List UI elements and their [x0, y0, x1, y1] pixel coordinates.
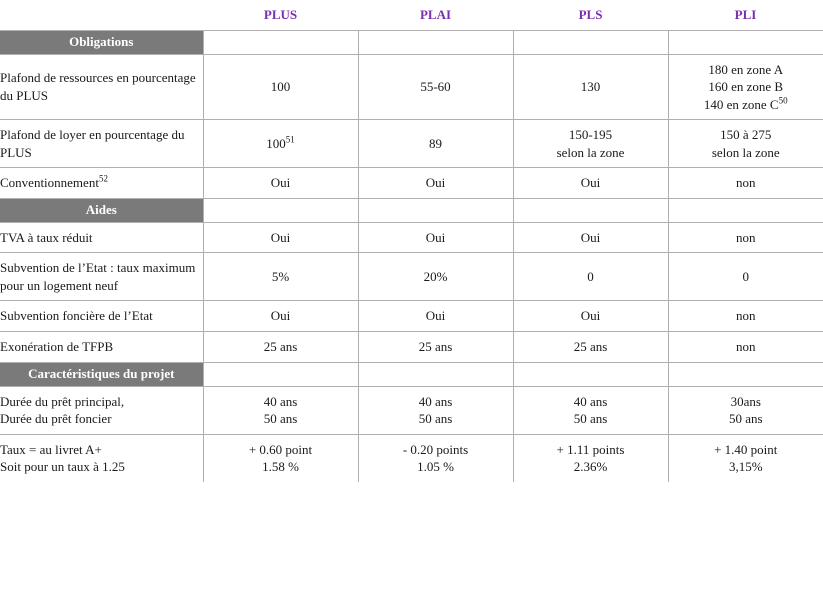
table-cell: 40 ans50 ans — [513, 386, 668, 434]
table-cell: 25 ans — [358, 331, 513, 362]
table-cell: 25 ans — [203, 331, 358, 362]
section-empty-cell — [203, 362, 358, 386]
table-cell: non — [668, 222, 823, 253]
table-cell: Oui — [203, 222, 358, 253]
section-empty-cell — [203, 198, 358, 222]
section-empty-cell — [358, 30, 513, 54]
footnote-ref: 50 — [779, 95, 788, 105]
col-header: PLI — [668, 0, 823, 30]
row-label: Durée du prêt principal, Durée du prêt f… — [0, 386, 203, 434]
section-empty-cell — [358, 362, 513, 386]
section-empty-cell — [668, 30, 823, 54]
table-cell: 40 ans50 ans — [203, 386, 358, 434]
table-row: Plafond de loyer en pourcentage du PLUS1… — [0, 120, 823, 168]
footnote-ref: 51 — [286, 135, 295, 145]
row-label: Taux = au livret A+ Soit pour un taux à … — [0, 434, 203, 482]
table-cell: Oui — [358, 301, 513, 332]
table-cell: 20% — [358, 253, 513, 301]
table-cell: + 0.60 point1.58 % — [203, 434, 358, 482]
row-label: Subvention foncière de l’Etat — [0, 301, 203, 332]
section-empty-cell — [513, 30, 668, 54]
col-header: PLUS — [203, 0, 358, 30]
table-cell: Oui — [358, 168, 513, 199]
table-cell: 89 — [358, 120, 513, 168]
table-cell: non — [668, 301, 823, 332]
table-cell: Oui — [203, 301, 358, 332]
footnote-ref: 52 — [99, 174, 108, 184]
section-empty-cell — [358, 198, 513, 222]
table-cell: Oui — [513, 222, 668, 253]
table-cell: 0 — [513, 253, 668, 301]
row-label: Plafond de ressources en pourcentage du … — [0, 54, 203, 120]
col-header: PLS — [513, 0, 668, 30]
table-cell: 10051 — [203, 120, 358, 168]
table-cell: + 1.11 points2.36% — [513, 434, 668, 482]
table-row: Subvention foncière de l’EtatOuiOuiOuino… — [0, 301, 823, 332]
table-row: Exonération de TFPB25 ans25 ans25 ansnon — [0, 331, 823, 362]
loan-types-table: PLUS PLAI PLS PLI ObligationsPlafond de … — [0, 0, 823, 482]
table-cell: 130 — [513, 54, 668, 120]
table-cell: 150-195selon la zone — [513, 120, 668, 168]
table-row: Conventionnement52OuiOuiOuinon — [0, 168, 823, 199]
table-cell: 5% — [203, 253, 358, 301]
table-cell: 55-60 — [358, 54, 513, 120]
section-header-row: Aides — [0, 198, 823, 222]
section-empty-cell — [513, 362, 668, 386]
row-label: TVA à taux réduit — [0, 222, 203, 253]
header-row: PLUS PLAI PLS PLI — [0, 0, 823, 30]
table-cell: 150 à 275selon la zone — [668, 120, 823, 168]
section-empty-cell — [203, 30, 358, 54]
table-cell: 180 en zone A160 en zone B140 en zone C5… — [668, 54, 823, 120]
table-cell: 40 ans50 ans — [358, 386, 513, 434]
row-label: Plafond de loyer en pourcentage du PLUS — [0, 120, 203, 168]
table-cell: Oui — [513, 168, 668, 199]
section-empty-cell — [668, 362, 823, 386]
table-body: ObligationsPlafond de ressources en pour… — [0, 30, 823, 482]
table-cell: + 1.40 point3,15% — [668, 434, 823, 482]
col-header: PLAI — [358, 0, 513, 30]
table-cell: 0 — [668, 253, 823, 301]
row-label: Conventionnement52 — [0, 168, 203, 199]
header-blank — [0, 0, 203, 30]
table-cell: 25 ans — [513, 331, 668, 362]
table-row: Subvention de l’Etat : taux maximum pour… — [0, 253, 823, 301]
section-title: Caractéristiques du projet — [0, 362, 203, 386]
table-row: TVA à taux réduitOuiOuiOuinon — [0, 222, 823, 253]
table-cell: 30ans50 ans — [668, 386, 823, 434]
section-empty-cell — [668, 198, 823, 222]
section-title: Obligations — [0, 30, 203, 54]
table-cell: Oui — [513, 301, 668, 332]
table-cell: - 0.20 points1.05 % — [358, 434, 513, 482]
table-cell: Oui — [203, 168, 358, 199]
table-cell: 100 — [203, 54, 358, 120]
row-label: Exonération de TFPB — [0, 331, 203, 362]
section-header-row: Caractéristiques du projet — [0, 362, 823, 386]
section-empty-cell — [513, 198, 668, 222]
row-label: Subvention de l’Etat : taux maximum pour… — [0, 253, 203, 301]
section-title: Aides — [0, 198, 203, 222]
table-cell: non — [668, 331, 823, 362]
table-row: Durée du prêt principal, Durée du prêt f… — [0, 386, 823, 434]
table-cell: non — [668, 168, 823, 199]
section-header-row: Obligations — [0, 30, 823, 54]
table-cell: Oui — [358, 222, 513, 253]
table-row: Taux = au livret A+ Soit pour un taux à … — [0, 434, 823, 482]
table-row: Plafond de ressources en pourcentage du … — [0, 54, 823, 120]
